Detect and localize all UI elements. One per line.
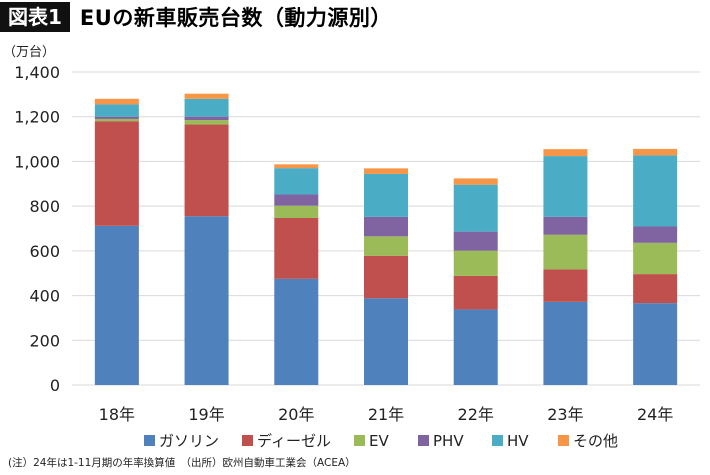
- legend-label: その他: [573, 432, 618, 450]
- legend-label: ディーゼル: [257, 432, 331, 450]
- bar-segment: [364, 255, 408, 299]
- y-tick-label: 0: [50, 376, 60, 395]
- bar-segment: [184, 116, 229, 121]
- y-unit-label: （万台）: [3, 45, 55, 60]
- x-axis: 18年 19年 20年 21年 22年 23年 24年: [99, 405, 674, 424]
- footnote: (注）24年は1-11月期の年率換算値 （出所）欧州自動車工業会（ACEA）: [8, 457, 356, 469]
- bar-segment: [274, 278, 319, 385]
- bar-segment: [274, 217, 319, 279]
- chart-title: EUの新車販売台数（動力源別）: [79, 6, 392, 30]
- bar-segment: [364, 298, 408, 385]
- y-axis: 0 200 400 600 800 1,000 1,200 1,400: [14, 63, 60, 395]
- bar-segment: [94, 118, 139, 122]
- bar-segment: [453, 184, 498, 232]
- figure-badge: 図表1: [0, 2, 70, 32]
- bar-segment: [274, 168, 319, 195]
- legend-label: PHV: [433, 432, 464, 450]
- x-tick-label: 20年: [278, 405, 314, 424]
- bar-segment: [364, 173, 408, 217]
- y-tick-label: 1,000: [14, 152, 60, 171]
- legend-swatch: [418, 435, 429, 446]
- bar-segment: [633, 155, 678, 227]
- x-tick-label: 22年: [458, 405, 494, 424]
- bar-segment: [184, 124, 229, 217]
- bar-segment: [633, 242, 678, 275]
- legend: ガソリン ディーゼル EV PHV HV その他: [144, 432, 618, 450]
- legend-label: HV: [507, 432, 529, 450]
- bar-segment: [364, 216, 408, 237]
- bar-segment: [94, 121, 139, 226]
- bar-segment: [633, 148, 678, 156]
- bar-segment: [274, 205, 319, 218]
- bar-segment: [94, 225, 139, 385]
- bar-segment: [364, 168, 408, 174]
- bar-segment: [453, 250, 498, 276]
- bar-segment: [274, 164, 319, 169]
- y-tick-label: 600: [29, 242, 60, 261]
- bar-segment: [184, 93, 229, 99]
- legend-swatch: [354, 435, 365, 446]
- x-tick-label: 21年: [368, 405, 404, 424]
- bar-segment: [94, 98, 139, 105]
- bar-segment: [453, 231, 498, 251]
- legend-swatch: [492, 435, 503, 446]
- legend-label: ガソリン: [159, 432, 219, 450]
- bar-segment: [94, 116, 139, 119]
- bar-segment: [543, 301, 588, 385]
- y-tick-label: 1,400: [14, 63, 60, 82]
- bar-segment: [184, 216, 229, 385]
- bars: [94, 93, 678, 385]
- bar-segment: [543, 216, 588, 235]
- bar-segment: [94, 104, 139, 117]
- chart-header: 図表1 EUの新車販売台数（動力源別）: [0, 0, 392, 34]
- bar-segment: [184, 98, 229, 117]
- bar-segment: [453, 178, 498, 185]
- legend-swatch: [558, 435, 569, 446]
- bar-segment: [543, 149, 588, 157]
- y-tick-label: 800: [29, 197, 60, 216]
- bar-segment: [453, 275, 498, 310]
- x-tick-label: 23年: [547, 405, 583, 424]
- bar-segment: [633, 303, 678, 385]
- bar-segment: [543, 156, 588, 217]
- legend-label: EV: [369, 432, 389, 450]
- bar-segment: [364, 236, 408, 256]
- y-tick-label: 400: [29, 287, 60, 306]
- x-tick-label: 18年: [99, 405, 135, 424]
- bar-segment: [633, 226, 678, 243]
- bar-segment: [184, 120, 229, 125]
- bar-segment: [633, 274, 678, 304]
- y-tick-label: 1,200: [14, 108, 60, 127]
- legend-swatch: [242, 435, 253, 446]
- x-tick-label: 19年: [188, 405, 224, 424]
- bar-segment: [543, 269, 588, 302]
- y-tick-label: 200: [29, 331, 60, 350]
- x-tick-label: 24年: [637, 405, 673, 424]
- bar-segment: [274, 194, 319, 206]
- bar-segment: [453, 309, 498, 385]
- legend-swatch: [144, 435, 155, 446]
- bar-segment: [543, 234, 588, 270]
